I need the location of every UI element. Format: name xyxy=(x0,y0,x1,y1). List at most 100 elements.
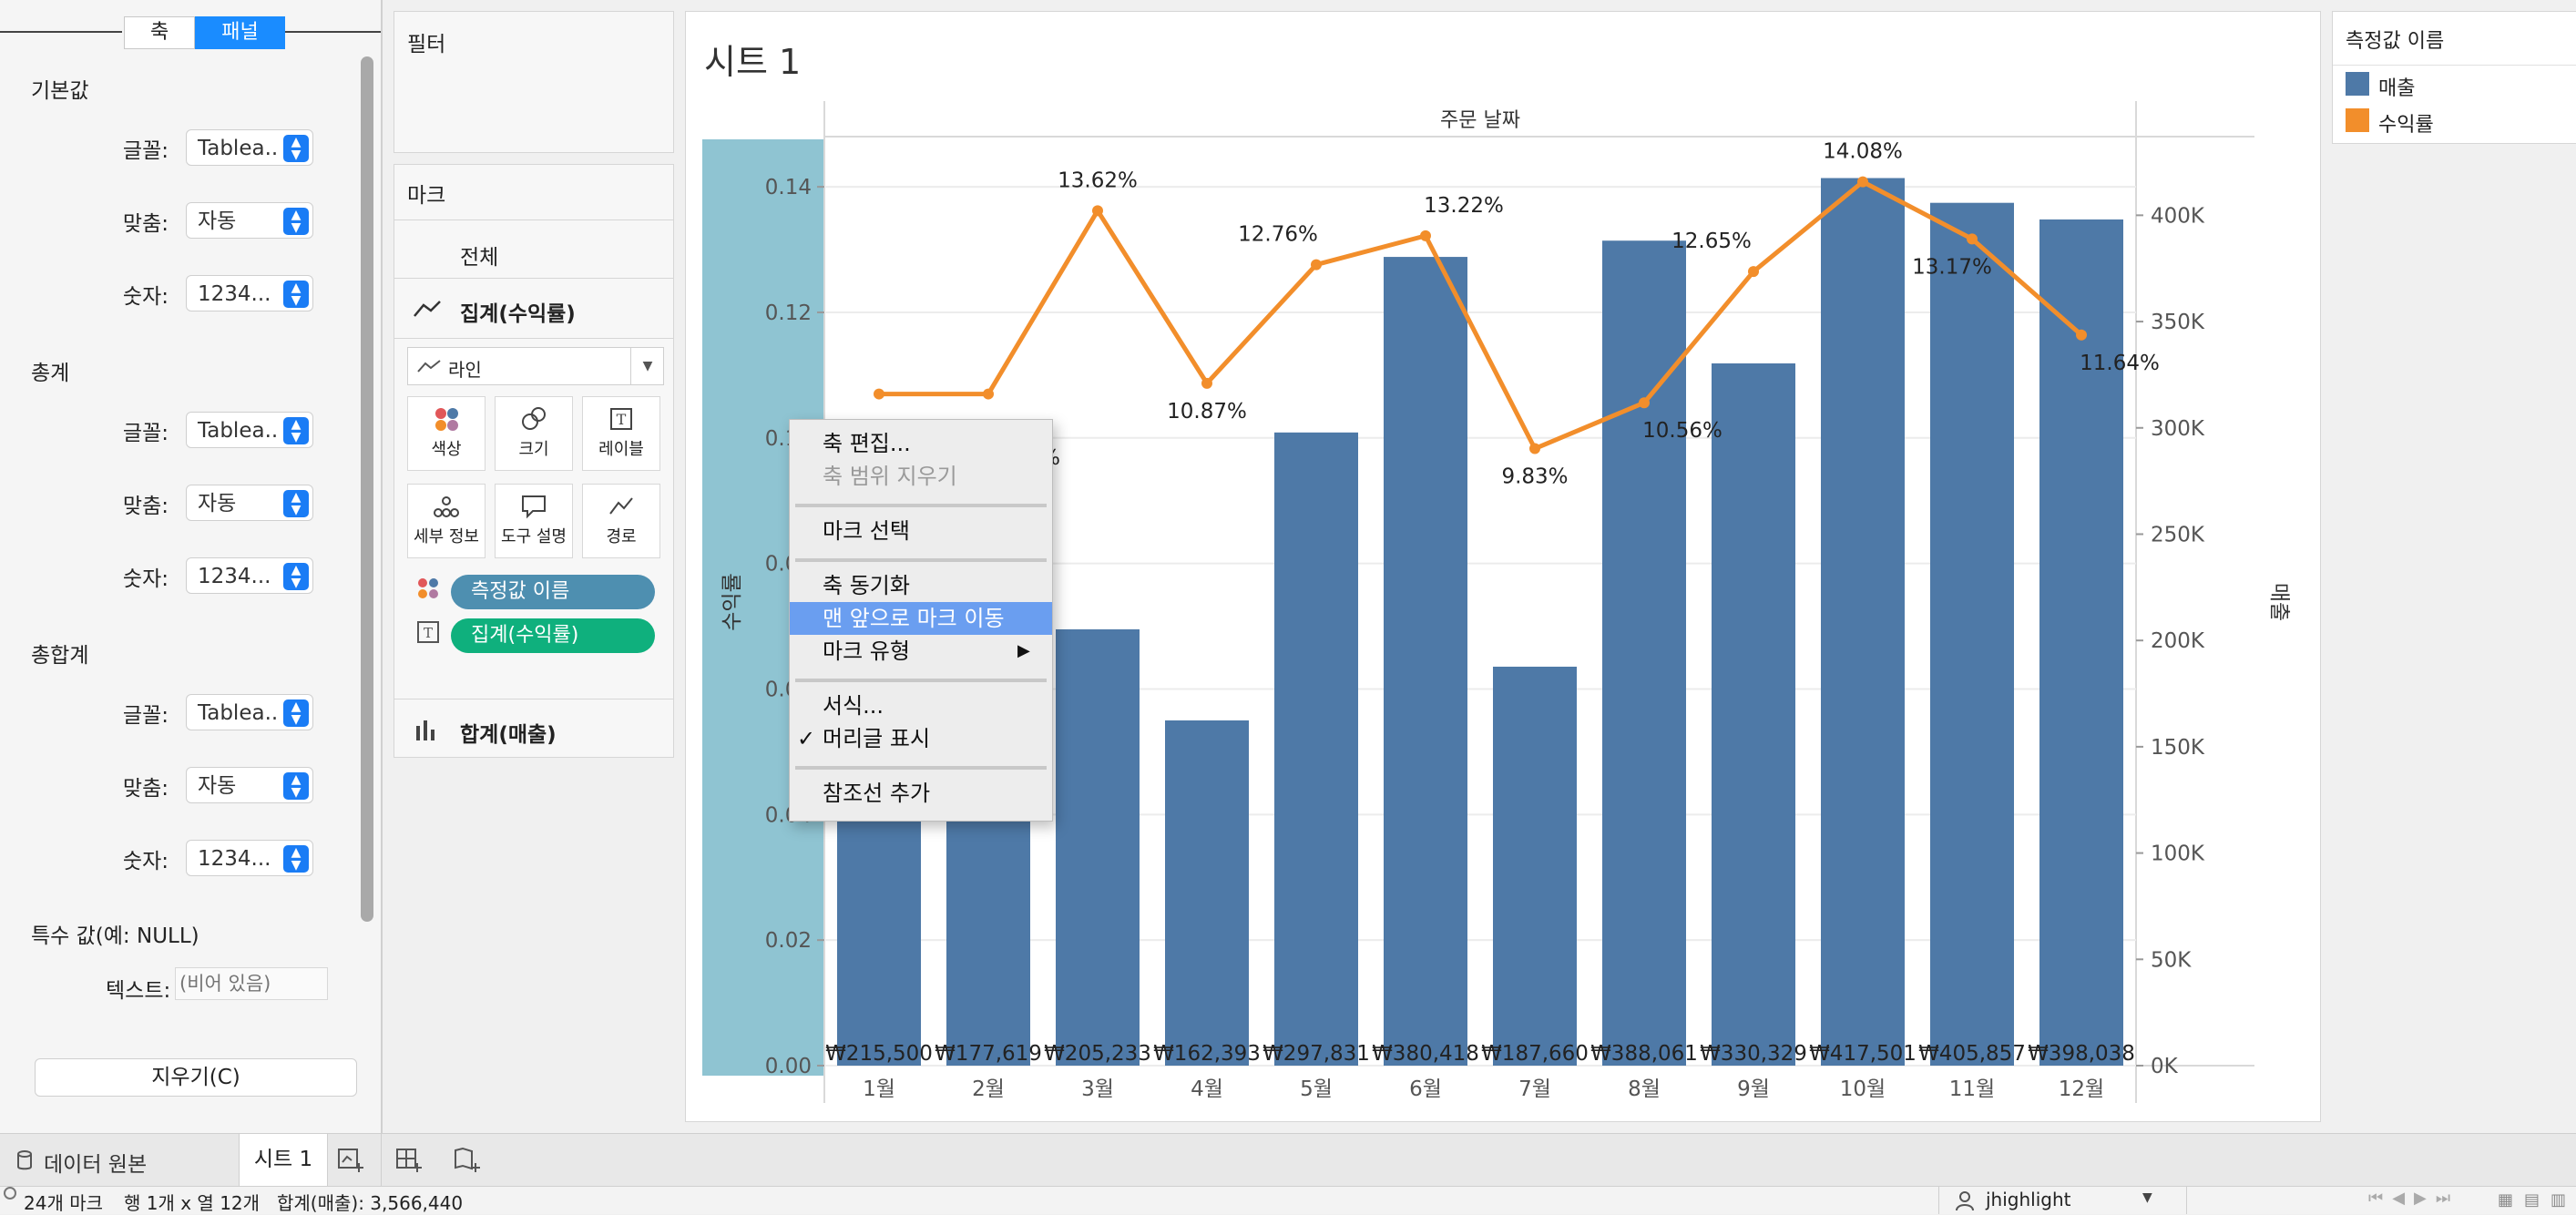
clear-button[interactable]: 지우기(C) xyxy=(35,1058,357,1097)
status-rows-cols: 행 1개 x 열 12개 xyxy=(124,1192,261,1214)
line-value-label: 12.76% xyxy=(1238,223,1318,247)
legend-swatch-sales[interactable] xyxy=(2346,72,2369,96)
bar-value-label: ₩162,393 xyxy=(1153,1042,1261,1066)
path-button-label: 경로 xyxy=(606,527,637,546)
sheet-title: 시트 1 xyxy=(704,42,802,82)
label-button[interactable]: T 레이블 xyxy=(582,396,660,471)
align-select[interactable]: 자동 ▲ ▼ xyxy=(186,767,313,803)
line-value-label: 14.08% xyxy=(1823,140,1903,164)
align-select[interactable]: 자동 ▲ ▼ xyxy=(186,202,313,239)
y-tick-label-left: 0.02 xyxy=(765,929,812,953)
legend-swatch-profit[interactable] xyxy=(2346,108,2369,132)
marks-sales-card[interactable]: 합계(매출) xyxy=(460,723,557,747)
bar-sales xyxy=(1274,432,1358,1066)
divider xyxy=(2186,1187,2187,1214)
tab-axis[interactable]: 축 xyxy=(124,16,196,49)
tooltip-icon xyxy=(522,495,546,519)
select-arrows-icon: ▲ ▼ xyxy=(283,772,309,800)
line-value-label: 11.64% xyxy=(2080,352,2160,375)
y-tick-label-right: 400K xyxy=(2151,204,2205,228)
tooltip-button-label: 도구 설명 xyxy=(501,527,567,546)
size-icon xyxy=(522,407,546,430)
view-mode-icon[interactable]: ▦▤▥ xyxy=(2498,1190,2576,1210)
color-button[interactable]: 색상 xyxy=(407,396,486,471)
new-dashboard-icon[interactable] xyxy=(395,1147,424,1174)
menu-select-marks[interactable]: 마크 선택 xyxy=(823,518,910,544)
database-icon xyxy=(17,1150,32,1170)
context-menu: 축 편집... 축 범위 지우기 마크 선택 축 동기화 맨 앞으로 마크 이동… xyxy=(789,419,1053,822)
filters-shelf[interactable]: 필터 xyxy=(394,11,674,153)
align-label: 맞춤: xyxy=(122,777,169,801)
pill-measure-names[interactable]: 측정값 이름 xyxy=(451,575,655,609)
bar-sales xyxy=(1930,202,2014,1067)
menu-format[interactable]: 서식... xyxy=(823,693,884,719)
line-point xyxy=(1748,266,1759,278)
menu-move-marks-to-front[interactable]: 맨 앞으로 마크 이동 xyxy=(790,602,1052,635)
font-select[interactable]: Tablea.. ▲ ▼ xyxy=(186,412,313,448)
menu-mark-type[interactable]: 마크 유형 ▶ xyxy=(790,635,1052,668)
tab-pane[interactable]: 패널 xyxy=(195,16,285,49)
x-tick-label: 7월 xyxy=(1518,1077,1551,1101)
new-story-icon[interactable] xyxy=(454,1147,483,1174)
mark-type-select[interactable]: 라인 ▼ xyxy=(407,347,664,385)
select-arrows-icon: ▲ ▼ xyxy=(283,563,309,590)
tab-sheet-1[interactable]: 시트 1 xyxy=(239,1134,328,1187)
align-label: 맞춤: xyxy=(122,495,169,518)
number-select[interactable]: 1234... ▲ ▼ xyxy=(186,557,313,594)
path-button[interactable]: 경로 xyxy=(582,484,660,558)
bar-sales xyxy=(1384,257,1467,1066)
menu-synchronize-axis[interactable]: 축 동기화 xyxy=(823,573,910,598)
chevron-down-icon[interactable]: ▼ xyxy=(2142,1190,2152,1205)
format-panel-scrollbar[interactable] xyxy=(361,56,373,922)
bar-value-label: ₩398,038 xyxy=(2028,1042,2135,1066)
chevron-down-icon: ▼ xyxy=(630,348,664,384)
status-icon xyxy=(4,1187,16,1200)
color-button-label: 색상 xyxy=(431,440,462,459)
new-worksheet-icon[interactable] xyxy=(337,1147,366,1174)
pill-profit-ratio[interactable]: 집계(수익률) xyxy=(451,618,655,653)
number-select[interactable]: 1234... ▲ ▼ xyxy=(186,840,313,876)
menu-add-reference-line[interactable]: 참조선 추가 xyxy=(823,781,931,806)
panel-divider xyxy=(0,31,122,33)
text-label: 텍스트: xyxy=(106,979,171,1003)
sheet-navigation-icon[interactable]: ⏮◀▶⏭ xyxy=(2368,1189,2460,1208)
size-button[interactable]: 크기 xyxy=(495,396,573,471)
line-point xyxy=(1420,230,1431,241)
y-tick-label-left: 0.14 xyxy=(765,176,812,199)
font-select[interactable]: Tablea.. ▲ ▼ xyxy=(186,129,313,166)
legend: 측정값 이름 매출 수익률 xyxy=(2332,11,2576,144)
divider xyxy=(394,278,673,279)
menu-show-header[interactable]: ✓ 머리글 표시 xyxy=(790,722,1052,755)
marks-profit-card[interactable]: 집계(수익률) xyxy=(460,302,576,326)
menu-separator xyxy=(795,558,1047,562)
divider xyxy=(1938,1187,1939,1214)
status-user[interactable]: jhighlight xyxy=(1986,1189,2071,1210)
legend-label-profit[interactable]: 수익률 xyxy=(2378,114,2434,137)
x-tick-label: 1월 xyxy=(863,1077,895,1101)
bar-value-label: ₩215,500 xyxy=(825,1042,933,1066)
menu-edit-axis[interactable]: 축 편집... xyxy=(823,431,911,456)
font-select[interactable]: Tablea.. ▲ ▼ xyxy=(186,694,313,730)
tab-data-source[interactable]: 데이터 원본 xyxy=(44,1153,148,1177)
line-point xyxy=(874,388,884,400)
number-select[interactable]: 1234... ▲ ▼ xyxy=(186,275,313,311)
detail-button[interactable]: 세부 정보 xyxy=(407,484,486,558)
line-value-label: 12.65% xyxy=(1671,230,1752,253)
y-tick-label-right: 50K xyxy=(2151,948,2192,972)
marks-all[interactable]: 전체 xyxy=(460,246,499,270)
line-value-label: 13.62% xyxy=(1058,168,1138,192)
bar-value-label: ₩388,061 xyxy=(1590,1042,1698,1066)
submenu-arrow-icon: ▶ xyxy=(1017,641,1030,660)
format-panel: 축 패널 기본값 글꼴: Tablea.. ▲ ▼ 맞춤: 자동 ▲ ▼ 숫자: 123… xyxy=(0,0,383,1133)
legend-label-sales[interactable]: 매출 xyxy=(2378,77,2416,100)
tooltip-button[interactable]: 도구 설명 xyxy=(495,484,573,558)
align-select[interactable]: 자동 ▲ ▼ xyxy=(186,485,313,521)
bar-sales xyxy=(1056,628,1140,1066)
y-tick-label-right: 0K xyxy=(2151,1055,2179,1078)
null-text-input[interactable] xyxy=(175,967,328,1000)
line-point xyxy=(1857,176,1868,188)
format-tabs: 축 패널 xyxy=(124,16,285,49)
status-sum: 합계(매출): 3,566,440 xyxy=(277,1192,464,1214)
y-tick-label-left: 0.00 xyxy=(765,1055,812,1078)
marks-title: 마크 xyxy=(407,184,446,208)
